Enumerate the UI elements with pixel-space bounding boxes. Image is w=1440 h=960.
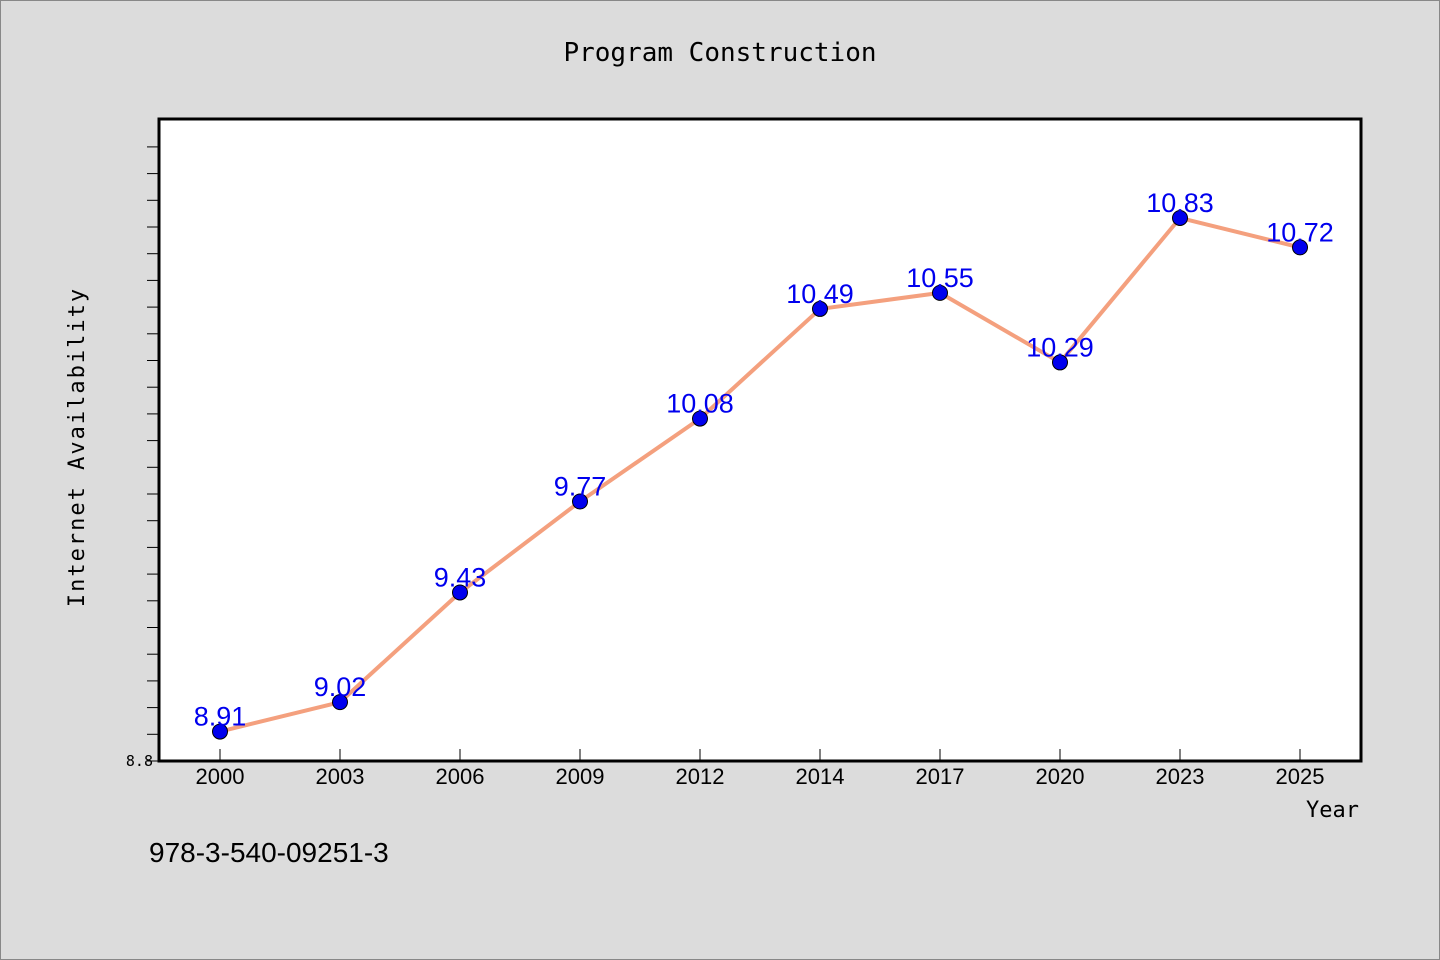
data-label: 9.77 [554, 472, 607, 502]
isbn-footer: 978-3-540-09251-3 [149, 837, 389, 868]
data-point-marker [692, 410, 708, 427]
x-tick-label: 2014 [796, 764, 845, 789]
y-ticks [147, 146, 159, 762]
data-point-marker [932, 284, 948, 301]
data-point-marker [812, 300, 828, 317]
data-label: 8.91 [194, 702, 247, 732]
x-tick-label: 2000 [196, 764, 245, 789]
chart-title: Program Construction [563, 38, 876, 68]
data-label: 9.43 [434, 562, 487, 592]
y-tick-label: 8.8 [126, 752, 153, 770]
y-axis-label: Internet Availability [65, 287, 90, 607]
x-tick-label: 2017 [916, 764, 965, 789]
data-label: 10.49 [786, 279, 854, 309]
data-label: 9.02 [314, 672, 367, 702]
x-tick-label: 2009 [556, 764, 605, 789]
x-tick-label: 2023 [1156, 764, 1205, 789]
x-ticks: 2000 2003 2006 2009 2012 2014 2017 2020 2023 2025 [196, 749, 1325, 789]
series-markers [212, 209, 1308, 740]
data-labels: 8.91 9.02 9.43 9.77 10.08 10.49 10.55 10.29 10.8… [194, 188, 1334, 732]
data-label: 10.72 [1266, 217, 1334, 247]
data-point-marker [1052, 354, 1068, 371]
data-label: 10.08 [666, 389, 734, 419]
x-tick-label: 2006 [436, 764, 485, 789]
data-point-marker [1172, 209, 1188, 226]
data-label: 10.55 [906, 263, 974, 293]
series-line [218, 215, 1302, 734]
data-label: 10.83 [1146, 188, 1214, 218]
x-tick-label: 2020 [1036, 764, 1085, 789]
series-line-path [218, 215, 1302, 734]
data-point-marker [572, 493, 588, 510]
data-point-marker [1292, 239, 1308, 256]
x-tick-label: 2012 [676, 764, 725, 789]
data-point-marker [452, 584, 468, 601]
x-tick-label: 2025 [1276, 764, 1325, 789]
data-label: 10.29 [1026, 332, 1094, 362]
x-axis-label: Year [1306, 798, 1359, 823]
x-tick-label: 2003 [316, 764, 365, 789]
data-point-marker [212, 723, 228, 740]
data-point-marker [332, 694, 348, 711]
plot-area [157, 117, 1363, 763]
